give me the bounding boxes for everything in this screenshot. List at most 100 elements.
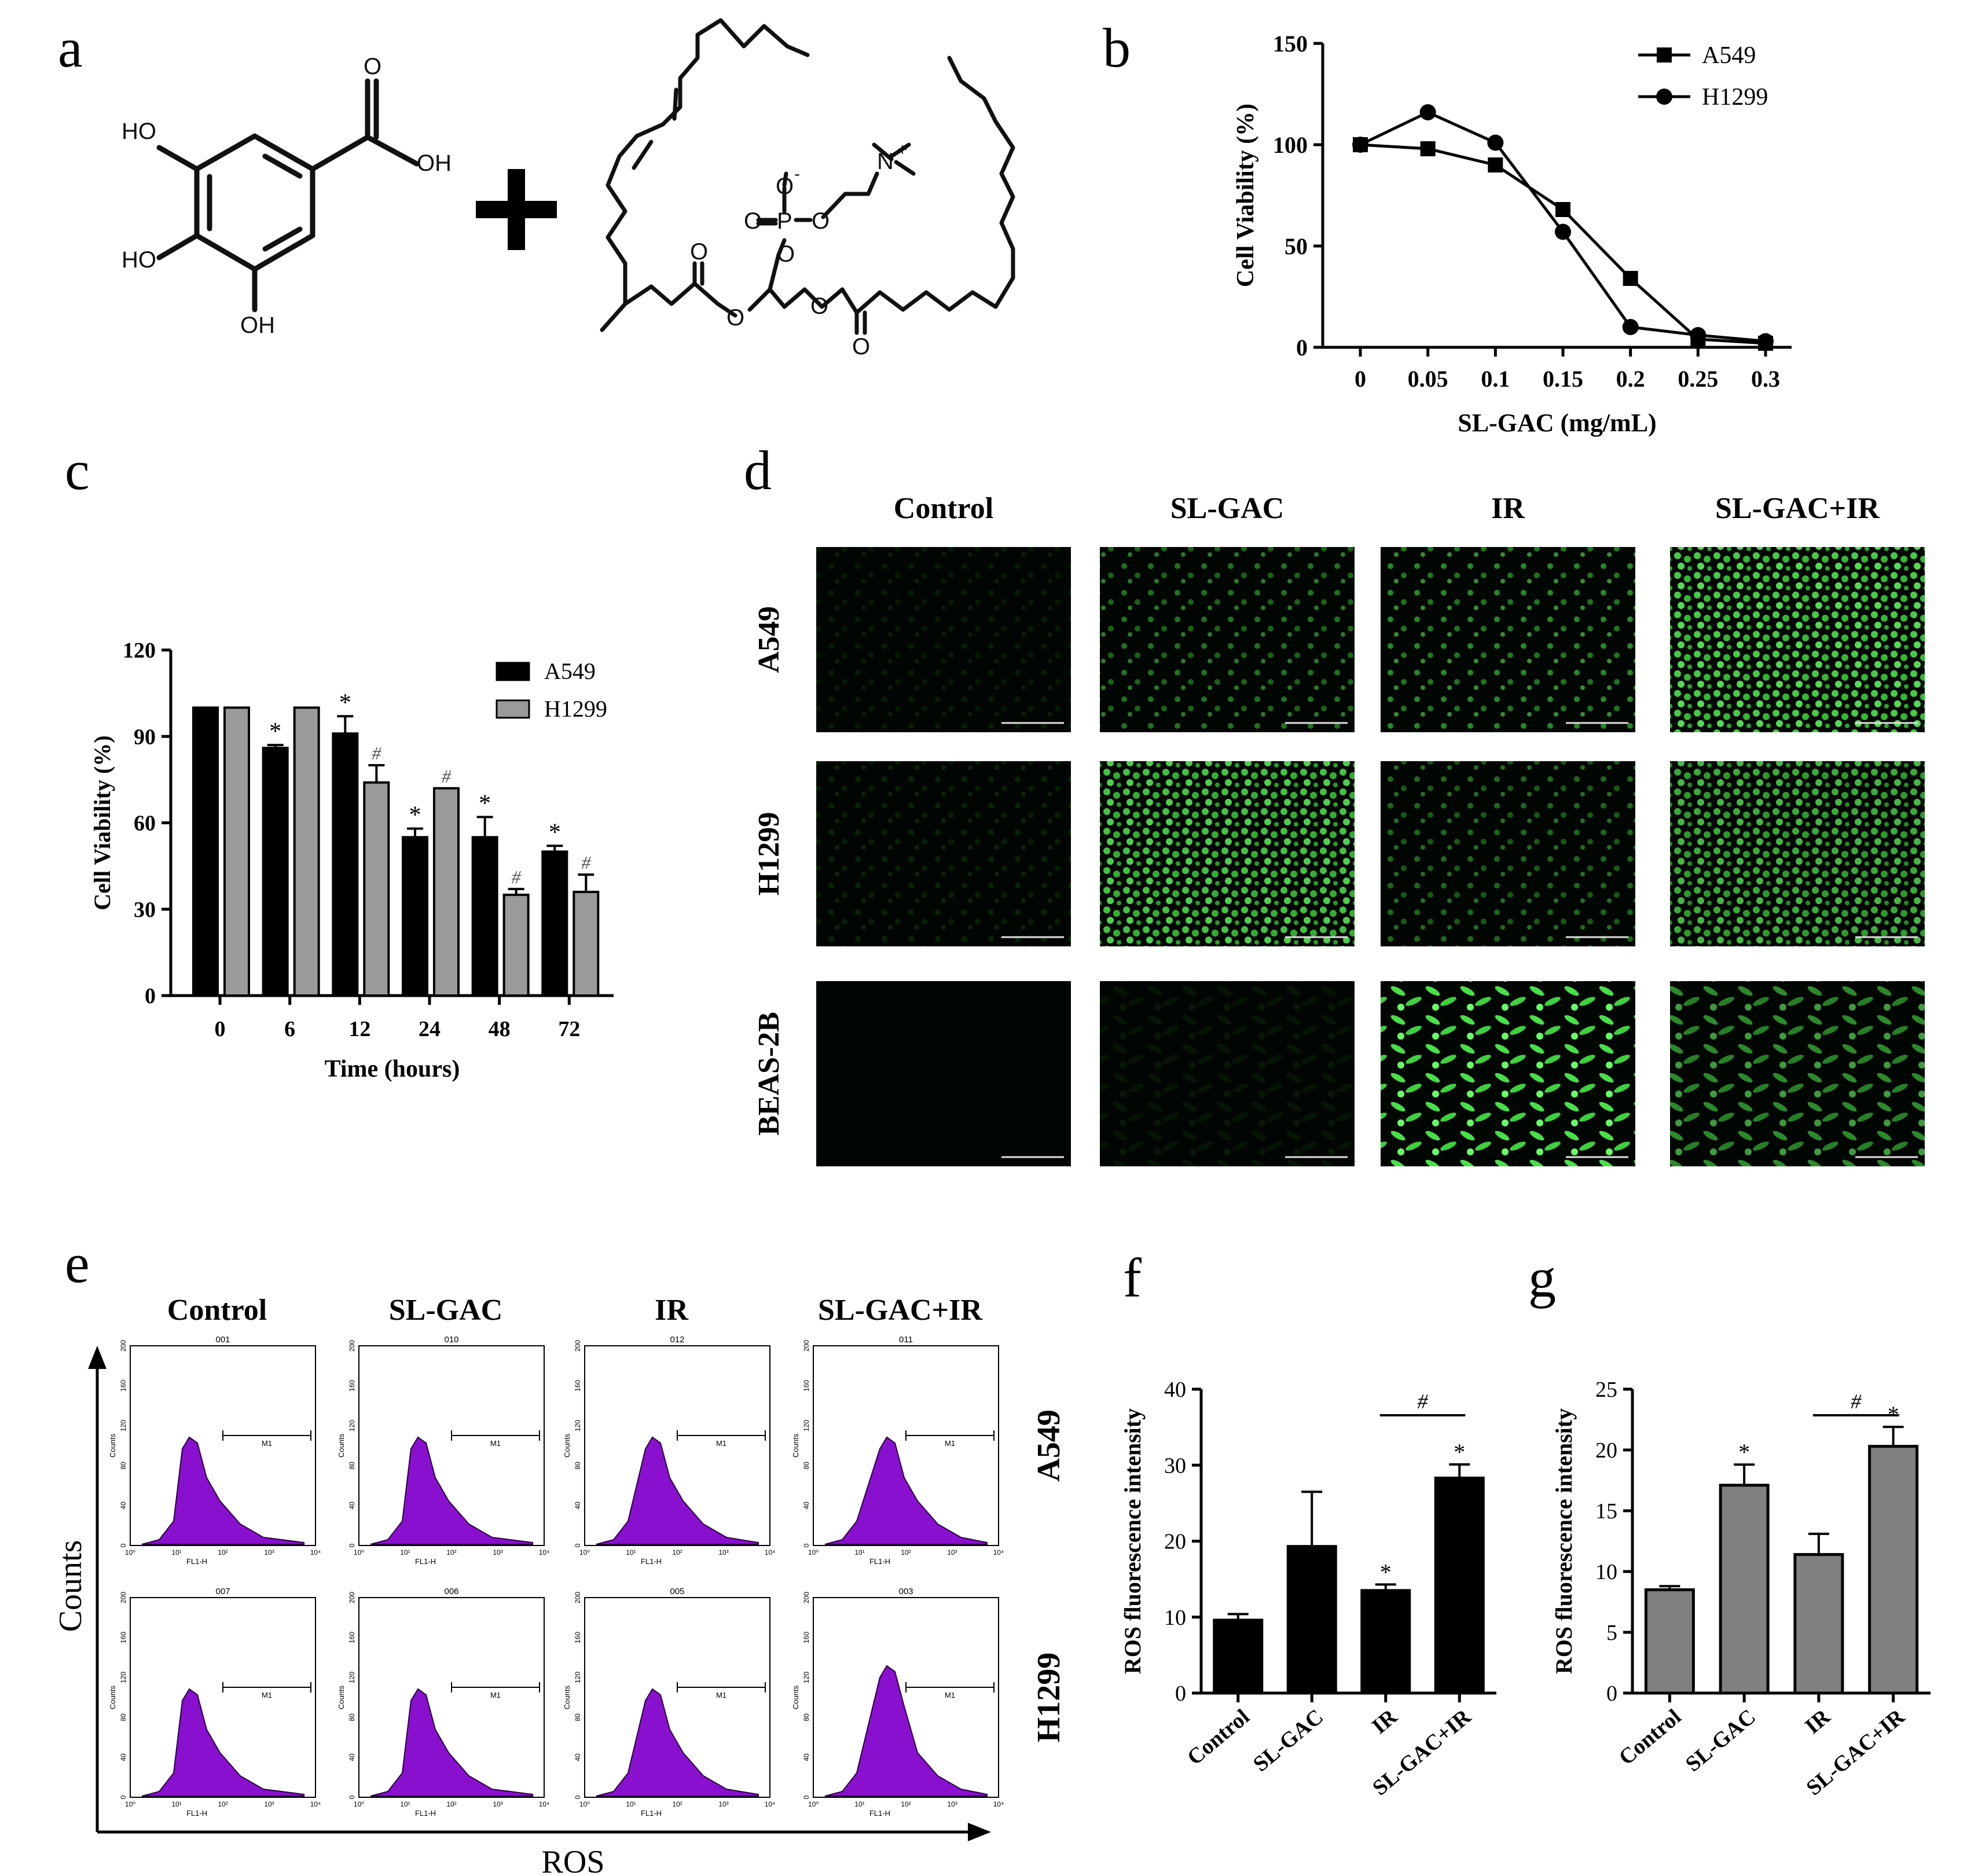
x-tick-label: 10⁰ <box>579 1800 590 1808</box>
legend-label: A549 <box>544 658 596 684</box>
panel-d-fluorescence-grid: Control SL-GAC IR SL-GAC+IR A549 H1299 BEAS-2B <box>753 492 1925 1166</box>
y-tick-label: 20 <box>1595 1438 1617 1463</box>
x-tick-label: 10² <box>218 1800 227 1808</box>
x-tick-label: 24 <box>419 1017 441 1041</box>
counts-axis-title: Counts <box>53 1540 89 1632</box>
atom-label-oh-acid: OH <box>417 150 452 176</box>
x-tick-label: 0 <box>215 1017 226 1041</box>
data-point-h1299 <box>1555 223 1571 240</box>
y-axis-title: Counts <box>563 1685 571 1709</box>
row-header: H1299 <box>1031 1653 1067 1743</box>
y-tick-label: 120 <box>802 1420 810 1431</box>
x-tick-label: 10¹ <box>626 1800 636 1808</box>
bar-a549 <box>471 836 498 997</box>
column-header: Control <box>894 492 993 525</box>
x-tick-label: 10³ <box>264 1800 274 1808</box>
gate-label: M1 <box>716 1691 726 1699</box>
y-tick-label: 200 <box>348 1340 356 1352</box>
fluorescence-image <box>1381 547 1635 732</box>
fluorescence-image <box>816 981 1071 1166</box>
data-point-h1299 <box>1487 134 1504 151</box>
fluorescence-image <box>1670 981 1925 1166</box>
y-axis-title: ROS fluorescence intensity <box>1120 1408 1146 1674</box>
panel-label-a: a <box>58 17 83 79</box>
data-point-h1299 <box>1622 319 1639 335</box>
gate-label: M1 <box>262 1439 272 1448</box>
sample-id: 006 <box>444 1587 458 1596</box>
y-tick-label: 0 <box>574 1543 582 1547</box>
gate-label: M1 <box>262 1691 272 1699</box>
x-axis-title: FL1-H <box>415 1809 436 1818</box>
y-axis-title: Counts <box>563 1433 571 1458</box>
x-tick-label: 10⁴ <box>310 1548 321 1556</box>
panel-label-b: b <box>1103 17 1131 79</box>
row-header: BEAS-2B <box>753 1012 786 1136</box>
y-tick-label: 200 <box>574 1340 582 1352</box>
sample-id: 011 <box>899 1335 913 1345</box>
significance-mark: # <box>372 743 381 763</box>
x-tick-label: 10² <box>672 1800 682 1808</box>
x-tick-label: Control <box>1183 1705 1254 1770</box>
data-point-a549 <box>1420 141 1436 156</box>
fluorescence-image <box>1100 761 1355 946</box>
x-tick-label: 10² <box>446 1548 456 1556</box>
fluorescence-image <box>816 761 1071 946</box>
x-tick-label: 10² <box>901 1800 911 1808</box>
atom-label-ho-top: HO <box>122 119 156 144</box>
y-axis-title: Counts <box>791 1685 800 1709</box>
y-axis-title: Counts <box>337 1685 346 1709</box>
significance-mark: * <box>339 689 351 716</box>
bar-h1299 <box>223 706 250 997</box>
y-tick-label: 200 <box>802 1340 810 1352</box>
sample-id: 007 <box>215 1587 230 1596</box>
x-axis-title: FL1-H <box>869 1809 890 1818</box>
y-tick-label: 20 <box>1164 1530 1186 1554</box>
x-tick-label: 6 <box>284 1017 295 1041</box>
atom-label-plus: + <box>897 140 908 159</box>
y-tick-label: 30 <box>134 898 156 922</box>
panel-label-c: c <box>65 439 90 501</box>
y-tick-label: 40 <box>1164 1378 1186 1402</box>
sample-id: 005 <box>670 1587 684 1596</box>
y-axis-title: Counts <box>108 1685 117 1709</box>
panel-b-line-chart: 0 50 100 150 0 0.05 0.1 0.15 0.2 0.25 0.3 SL-GAC (m… <box>1232 31 1792 437</box>
x-tick-label: 10³ <box>493 1548 502 1556</box>
y-tick-label: 10 <box>1595 1560 1617 1584</box>
y-tick-label: 120 <box>123 638 156 663</box>
histogram-fill <box>824 1665 988 1797</box>
x-tick-label: 10⁰ <box>354 1548 364 1556</box>
y-tick-label: 40 <box>574 1753 582 1761</box>
bar <box>1644 1588 1695 1695</box>
fluorescence-image <box>1381 981 1635 1166</box>
bar <box>1868 1445 1919 1695</box>
atom-label-o-carbonyl1: O <box>690 239 708 265</box>
cell-layer <box>1381 547 1635 732</box>
bracket-label: # <box>1418 1390 1429 1413</box>
x-tick-label: 10³ <box>264 1548 274 1556</box>
cell-layer <box>1670 547 1925 732</box>
histogram-fill <box>370 1436 533 1545</box>
y-tick-label: 80 <box>119 1713 127 1721</box>
x-tick-label: 10³ <box>947 1548 957 1556</box>
y-tick-label: 40 <box>119 1753 127 1761</box>
cell-layer <box>1670 761 1925 946</box>
y-axis-title: ROS fluorescence intensity <box>1551 1408 1577 1674</box>
y-tick-label: 160 <box>802 1632 810 1643</box>
y-tick-label: 200 <box>574 1592 582 1603</box>
x-tick-label: 10¹ <box>626 1548 636 1556</box>
bar <box>1434 1477 1485 1695</box>
y-tick-label: 25 <box>1595 1378 1617 1402</box>
column-header: IR <box>1491 492 1525 525</box>
y-axis-title: Cell Viability (%) <box>89 735 115 910</box>
x-axis-title: FL1-H <box>869 1557 890 1566</box>
y-tick-label: 160 <box>119 1380 127 1392</box>
x-tick-label: 10⁰ <box>354 1800 364 1808</box>
data-point-h1299 <box>1690 327 1707 343</box>
x-tick-label: SL-GAC <box>1249 1705 1328 1776</box>
histogram-fill <box>596 1688 759 1797</box>
fluorescence-image <box>1100 547 1355 732</box>
fluorescence-image <box>1670 547 1925 732</box>
column-header: SL-GAC <box>1170 492 1284 525</box>
y-tick-label: 200 <box>119 1592 127 1603</box>
atom-label-minus: - <box>794 164 800 183</box>
